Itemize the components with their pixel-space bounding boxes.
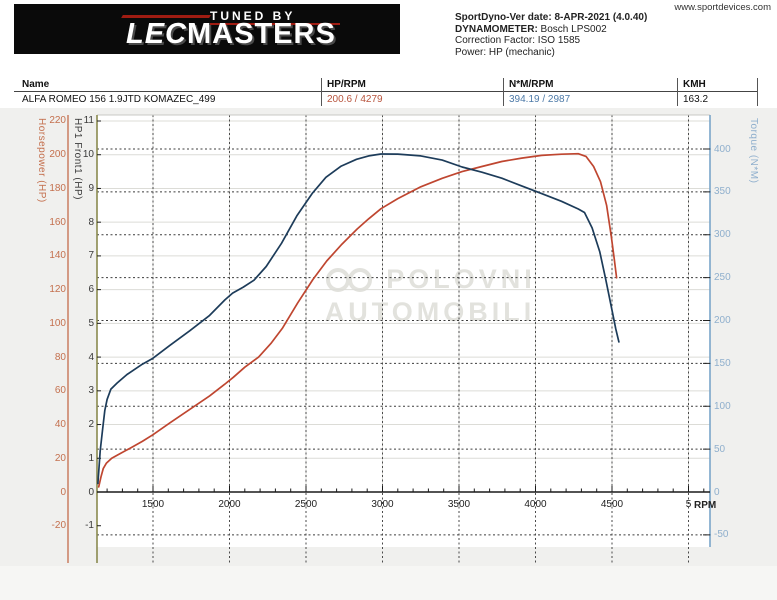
plot-area (97, 115, 710, 547)
table-divider (757, 78, 758, 106)
run-name: ALFA ROMEO 156 1.9JTD KOMAZEC_499 (22, 94, 216, 105)
hp-tick-label: 60 (54, 385, 66, 397)
torque-tick-label: 50 (714, 443, 726, 455)
hp1-tick-label: 9 (88, 182, 94, 194)
torque-tick-label: 0 (714, 486, 720, 498)
logo-brand: LECMASTERS (126, 18, 336, 51)
hp1-tick-label: 1 (88, 452, 94, 464)
run-peak-torque: 394.19 / 2987 (509, 94, 571, 105)
torque-axis-title: Torque (N*M) (748, 118, 759, 184)
hp1-axis-title: HP1 Front1 (HP) (72, 118, 83, 200)
hp1-tick-label: 6 (88, 284, 94, 296)
hp-tick-label: 180 (49, 182, 66, 194)
col-header-torque: N*M/RPM (509, 79, 554, 90)
torque-tick-label: 300 (714, 229, 731, 241)
hp-tick-label: 220 (49, 115, 66, 127)
rpm-tick-label: 3500 (447, 499, 471, 510)
hp-tick-label: 0 (60, 486, 66, 498)
rpm-tick-label: 2000 (218, 499, 241, 510)
hp-tick-label: 160 (49, 216, 66, 228)
table-divider (503, 78, 504, 106)
website-link: www.sportdevices.com (674, 2, 771, 13)
rpm-tick-label: 1500 (141, 499, 165, 510)
info-version: SportDyno-Ver date: 8-APR-2021 (4.0.40) (455, 12, 648, 23)
hp1-tick-label: -1 (85, 520, 94, 532)
hp-tick-label: 100 (49, 317, 66, 329)
hp-tick-label: 140 (49, 250, 66, 262)
hp-tick-label: 20 (54, 452, 66, 464)
tuner-logo-banner: TUNED BY LECMASTERS (14, 4, 400, 54)
hp-tick-label: 40 (54, 419, 66, 431)
logo-red-underline-icon (210, 23, 340, 25)
col-header-kmh: KMH (683, 79, 706, 90)
hp-tick-label: 200 (49, 149, 66, 161)
info-dynamometer: DYNAMOMETER: Bosch LPS002 (455, 23, 607, 35)
table-header-rule (14, 91, 757, 92)
rpm-tick-label: 4000 (524, 499, 547, 510)
hp1-tick-label: 10 (82, 149, 94, 161)
hp-axis-title: Horsepower (HP) (36, 118, 47, 203)
torque-tick-label: 100 (714, 400, 731, 412)
col-header-name: Name (22, 79, 50, 90)
torque-tick-label: 150 (714, 357, 731, 369)
rpm-tick-label: 3000 (371, 499, 394, 510)
rpm-tick-label: 5 (685, 499, 692, 510)
logo-tagline: TUNED BY (210, 9, 296, 23)
hp1-tick-label: 7 (88, 250, 94, 262)
info-power-units: Power: HP (mechanic) (455, 46, 555, 58)
torque-tick-label: 350 (714, 186, 731, 198)
hp1-tick-label: 0 (88, 486, 94, 498)
rpm-tick-label: 4500 (600, 499, 624, 510)
hp1-tick-label: 5 (88, 317, 94, 329)
torque-tick-label: 250 (714, 272, 731, 284)
col-header-hp: HP/RPM (327, 79, 366, 90)
hp1-tick-label: 3 (88, 385, 94, 397)
hp-tick-label: 120 (49, 284, 66, 296)
hp1-tick-label: 4 (88, 351, 94, 363)
logo-brand-left: LEC (126, 18, 187, 50)
info-correction: Correction Factor: ISO 1585 (455, 35, 581, 46)
dyno-info-block: SportDyno-Ver date: 8-APR-2021 (4.0.40) … (455, 12, 647, 58)
page-footer-background (0, 566, 777, 600)
run-top-speed: 163.2 (683, 94, 709, 105)
logo-brand-right: MASTERS (187, 18, 336, 50)
x-axis-unit: RPM (694, 500, 717, 511)
hp1-tick-label: 2 (88, 419, 94, 431)
torque-tick-label: -50 (714, 529, 729, 541)
rpm-tick-label: 2500 (294, 499, 318, 510)
hp-tick-label: -20 (51, 520, 66, 532)
table-divider (677, 78, 678, 106)
torque-tick-label: 200 (714, 315, 731, 326)
hp1-tick-label: 8 (88, 216, 94, 228)
torque-tick-label: 400 (714, 143, 731, 155)
run-peak-power: 200.6 / 4279 (327, 94, 383, 105)
hp1-tick-label: 11 (83, 115, 94, 127)
table-divider (321, 78, 322, 106)
hp-tick-label: 80 (54, 351, 66, 363)
